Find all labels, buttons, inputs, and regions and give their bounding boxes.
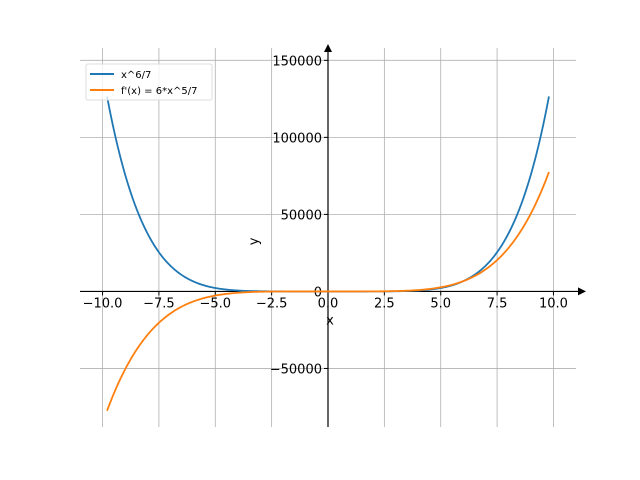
y-tick-label-2: 50000 — [281, 208, 322, 223]
y-tick-label-4: 150000 — [272, 54, 322, 69]
x-tick-label-3: −2.5 — [256, 296, 288, 311]
ticks: −10.0 −7.5 −5.0 −2.5 0.0 2.5 5.0 7.5 10.0 −50000 0… — [83, 54, 568, 377]
y-tick-label-0: −50000 — [270, 362, 322, 377]
x-tick-label-6: 5.0 — [430, 296, 451, 311]
series-line-1 — [106, 171, 550, 412]
series-lines — [106, 96, 550, 412]
x-tick-label-7: 7.5 — [487, 296, 508, 311]
x-axis-label: x — [326, 313, 334, 328]
x-tick-label-2: −5.0 — [199, 296, 231, 311]
y-axis-arrow — [324, 44, 332, 52]
y-tick-label-3: 100000 — [272, 131, 322, 146]
legend-box — [85, 63, 213, 101]
x-tick-label-4: 0.0 — [318, 296, 339, 311]
x-tick-label-8: 10.0 — [539, 296, 568, 311]
axes — [80, 44, 586, 427]
legend: x^6/7 f'(x) = 6*x^5/7 — [85, 63, 213, 101]
x-tick-label-5: 2.5 — [374, 296, 395, 311]
y-tick-label-1: 0 — [314, 285, 322, 300]
y-axis-label: y — [247, 237, 262, 245]
x-tick-label-0: −10.0 — [83, 296, 123, 311]
legend-label-series-0: x^6/7 — [121, 70, 151, 81]
x-tick-label-1: −7.5 — [143, 296, 175, 311]
x-axis-arrow — [578, 287, 586, 296]
legend-label-series-1: f'(x) = 6*x^5/7 — [121, 86, 197, 97]
